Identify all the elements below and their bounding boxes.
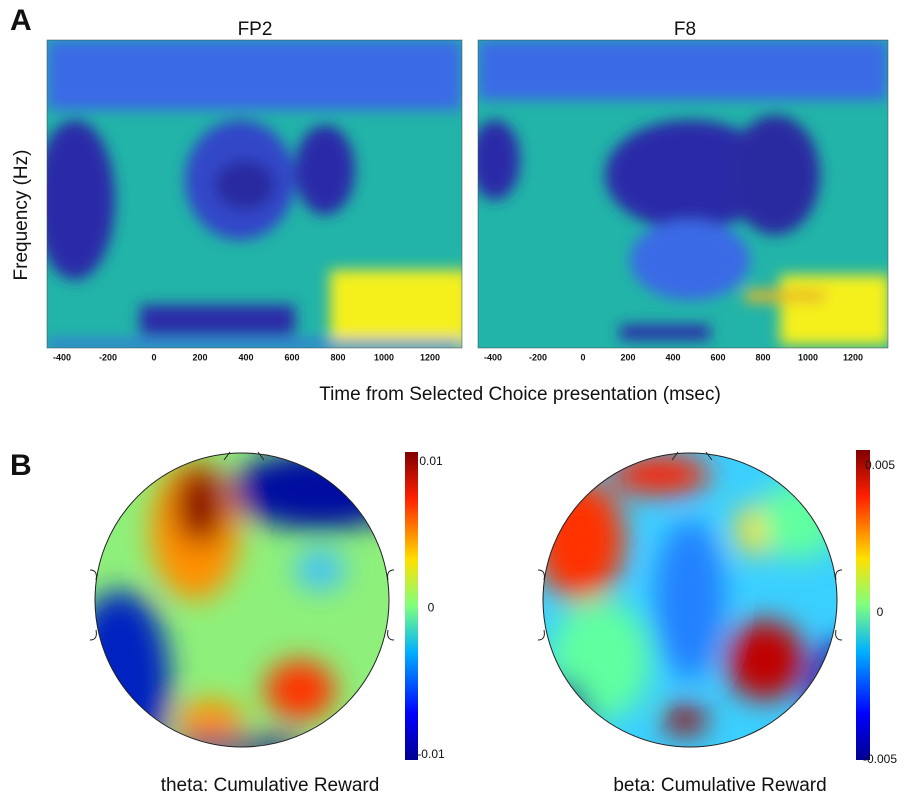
x-tick-label: 0 (151, 352, 156, 362)
spectrogram (478, 40, 888, 348)
head-markers (89, 451, 395, 641)
plot-title: F8 (674, 19, 696, 40)
topoplot (543, 453, 837, 747)
colorbar (856, 450, 870, 760)
x-tick-label: 1000 (798, 352, 818, 362)
panel-label: B (10, 449, 32, 482)
colorbar-tick-label: 0.005 (865, 458, 895, 472)
head-outline (94, 452, 390, 748)
caption: theta: Cumulative Reward (161, 775, 380, 796)
x-tick-label: 0 (580, 352, 585, 362)
colorbar-tick-label: 0 (877, 605, 884, 619)
x-tick-label: 400 (665, 352, 680, 362)
plot-frame (477, 39, 889, 349)
panel-label: A (10, 4, 32, 37)
colorbar-tick-label: -0.005 (863, 752, 897, 766)
y-axis-label: Frequency (Hz) (11, 150, 32, 281)
plot-frame (46, 39, 463, 349)
colorbar-tick-label: 0.01 (419, 454, 443, 468)
x-tick-label: -400 (484, 352, 502, 362)
spectrogram (47, 40, 462, 348)
x-tick-label: 1200 (420, 352, 440, 362)
colorbar (405, 452, 418, 760)
x-tick-label: 1200 (843, 352, 863, 362)
x-tick-label: 600 (710, 352, 725, 362)
colorbar-tick-label: 0 (428, 601, 435, 615)
caption: beta: Cumulative Reward (613, 775, 826, 796)
plot-title: FP2 (238, 19, 273, 40)
colorbar-tick-label: -0.01 (417, 747, 445, 761)
head-outline (542, 452, 838, 748)
head-markers (537, 451, 843, 641)
x-tick-label: 800 (330, 352, 345, 362)
x-tick-label: 400 (238, 352, 253, 362)
x-tick-label: 600 (284, 352, 299, 362)
x-tick-label: -400 (53, 352, 71, 362)
x-tick-label: -200 (529, 352, 547, 362)
x-tick-label: 200 (192, 352, 207, 362)
topoplot (95, 453, 389, 747)
x-axis-label: Time from Selected Choice presentation (… (319, 384, 721, 405)
x-tick-label: -200 (99, 352, 117, 362)
x-tick-label: 1000 (374, 352, 394, 362)
x-tick-label: 200 (620, 352, 635, 362)
x-tick-label: 800 (755, 352, 770, 362)
